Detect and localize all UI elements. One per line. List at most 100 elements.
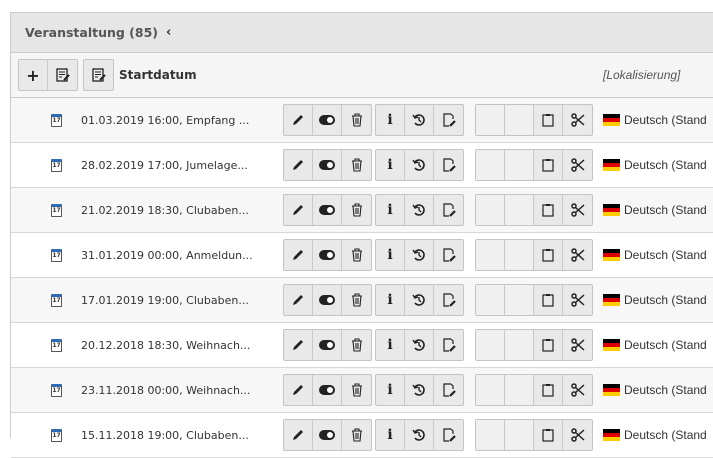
info-button[interactable]: i (376, 240, 405, 270)
edit-button[interactable] (284, 150, 313, 180)
cut-button[interactable] (563, 330, 592, 360)
record-title[interactable]: 01.03.2019 16:00, Empfang ... (81, 113, 250, 127)
edit-columns-button[interactable] (48, 60, 77, 90)
history-button[interactable] (405, 330, 434, 360)
record-title[interactable]: 21.02.2019 18:30, Clubaben... (81, 203, 249, 217)
record-title[interactable]: 20.12.2018 18:30, Weihnach... (81, 338, 251, 352)
record-title[interactable]: 31.01.2019 00:00, Anmeldun... (81, 248, 253, 262)
cut-button[interactable] (563, 105, 592, 135)
german-flag-icon (603, 249, 620, 261)
calendar-icon[interactable]: 17 (51, 293, 62, 307)
copy-button[interactable] (534, 330, 563, 360)
history-button[interactable] (405, 285, 434, 315)
edit-button[interactable] (284, 420, 313, 450)
history-button[interactable] (405, 195, 434, 225)
history-button[interactable] (405, 240, 434, 270)
toggle-visibility-button[interactable] (313, 285, 342, 315)
language-indicator: Deutsch (Stand (603, 383, 707, 397)
history-button[interactable] (405, 150, 434, 180)
edit-content-button[interactable] (434, 195, 463, 225)
info-button[interactable]: i (376, 330, 405, 360)
edit-button[interactable] (284, 195, 313, 225)
edit-button[interactable] (284, 375, 313, 405)
edit-content-button[interactable] (434, 240, 463, 270)
copy-button[interactable] (534, 195, 563, 225)
delete-button[interactable] (342, 285, 371, 315)
german-flag-icon (603, 384, 620, 396)
pencil-icon (293, 340, 303, 350)
plus-icon: + (26, 65, 40, 85)
table-row: 17 20.12.2018 18:30, Weihnach... i Deuts… (11, 323, 713, 368)
add-record-button[interactable]: + (19, 60, 48, 90)
delete-button[interactable] (342, 195, 371, 225)
info-button[interactable]: i (376, 285, 405, 315)
german-flag-icon (603, 159, 620, 171)
chevron-left-icon[interactable]: ‹ (166, 25, 172, 40)
info-button[interactable]: i (376, 420, 405, 450)
calendar-icon[interactable]: 17 (51, 203, 62, 217)
info-button[interactable]: i (376, 105, 405, 135)
calendar-icon[interactable]: 17 (51, 158, 62, 172)
edit-content-button[interactable] (434, 375, 463, 405)
toggle-visibility-button[interactable] (313, 330, 342, 360)
history-button[interactable] (405, 420, 434, 450)
record-title[interactable]: 15.11.2018 19:00, Clubaben... (81, 428, 249, 442)
calendar-icon[interactable]: 17 (51, 113, 62, 127)
info-button[interactable]: i (376, 375, 405, 405)
edit-button[interactable] (284, 285, 313, 315)
toggle-visibility-button[interactable] (313, 150, 342, 180)
toggle-visibility-button[interactable] (313, 195, 342, 225)
copy-button[interactable] (534, 285, 563, 315)
copy-button[interactable] (534, 240, 563, 270)
empty-slot (476, 285, 505, 315)
scissors-icon (570, 158, 584, 172)
info-button[interactable]: i (376, 195, 405, 225)
calendar-icon[interactable]: 17 (51, 248, 62, 262)
info-icon: i (387, 382, 393, 398)
toggle-visibility-button[interactable] (313, 420, 342, 450)
edit-button[interactable] (284, 105, 313, 135)
copy-button[interactable] (534, 375, 563, 405)
edit-content-button[interactable] (434, 150, 463, 180)
edit-column-button[interactable] (84, 60, 113, 90)
info-button[interactable]: i (376, 150, 405, 180)
delete-button[interactable] (342, 105, 371, 135)
calendar-icon[interactable]: 17 (51, 428, 62, 442)
edit-content-button[interactable] (434, 105, 463, 135)
table-row: 17 28.02.2019 17:00, Jumelage... i Deuts… (11, 143, 713, 188)
delete-button[interactable] (342, 330, 371, 360)
cut-button[interactable] (563, 285, 592, 315)
edit-content-button[interactable] (434, 420, 463, 450)
scissors-icon (570, 293, 584, 307)
copy-button[interactable] (534, 105, 563, 135)
copy-button[interactable] (534, 420, 563, 450)
delete-button[interactable] (342, 150, 371, 180)
history-button[interactable] (405, 105, 434, 135)
calendar-icon[interactable]: 17 (51, 338, 62, 352)
cut-button[interactable] (563, 150, 592, 180)
record-title[interactable]: 17.01.2019 19:00, Clubaben... (81, 293, 249, 307)
edit-content-button[interactable] (434, 285, 463, 315)
edit-button[interactable] (284, 330, 313, 360)
cut-button[interactable] (563, 240, 592, 270)
record-title[interactable]: 28.02.2019 17:00, Jumelage... (81, 158, 248, 172)
cut-button[interactable] (563, 195, 592, 225)
panel-header[interactable]: Veranstaltung (85) ‹ (11, 13, 713, 53)
copy-button[interactable] (534, 150, 563, 180)
cut-button[interactable] (563, 420, 592, 450)
delete-button[interactable] (342, 375, 371, 405)
delete-button[interactable] (342, 420, 371, 450)
column-header-startdatum[interactable]: Startdatum (119, 68, 197, 82)
calendar-icon[interactable]: 17 (51, 383, 62, 397)
clipboard-icon (542, 339, 554, 352)
toggle-visibility-button[interactable] (313, 375, 342, 405)
cut-button[interactable] (563, 375, 592, 405)
toggle-visibility-button[interactable] (313, 240, 342, 270)
edit-content-button[interactable] (434, 330, 463, 360)
language-label: Deutsch (Stand (624, 428, 707, 442)
toggle-visibility-button[interactable] (313, 105, 342, 135)
history-button[interactable] (405, 375, 434, 405)
edit-button[interactable] (284, 240, 313, 270)
delete-button[interactable] (342, 240, 371, 270)
record-title[interactable]: 23.11.2018 00:00, Weihnach... (81, 383, 251, 397)
